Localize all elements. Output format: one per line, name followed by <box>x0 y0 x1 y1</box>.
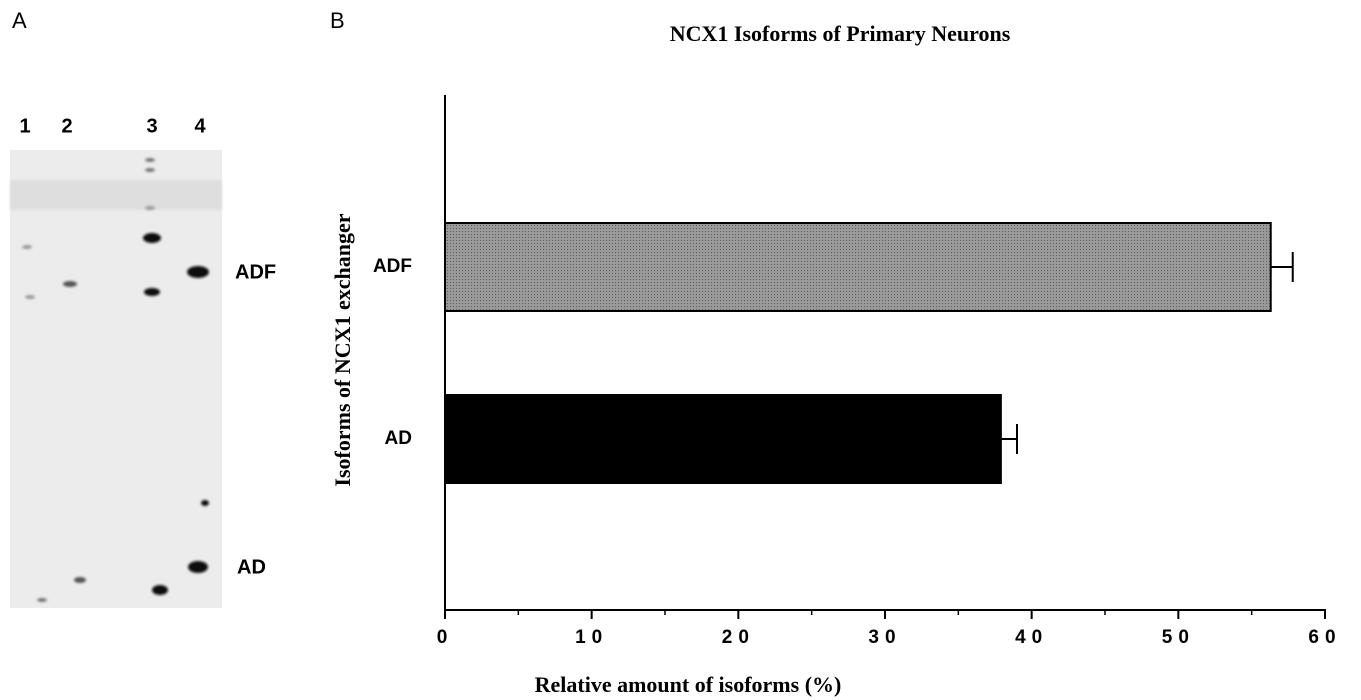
x-tick-label: 20 <box>722 627 755 648</box>
x-axis-title: Relative amount of isoforms (%) <box>535 672 842 697</box>
y-axis-title: Isoforms of NCX1 exchanger <box>330 213 355 486</box>
x-tick-label: 30 <box>868 627 901 648</box>
x-tick-label: 40 <box>1015 627 1048 648</box>
error-bar <box>1001 424 1017 454</box>
x-tick-label: 10 <box>575 627 608 648</box>
x-tick-label: 50 <box>1162 627 1195 648</box>
lane-label: 3 <box>146 115 157 137</box>
y-tick-label: ADF <box>373 256 412 277</box>
bar <box>445 223 1271 311</box>
panel-label: A <box>12 8 27 33</box>
lane-label: 4 <box>194 115 206 137</box>
figure: A 1 2 3 4 ADF AD B NCX1 Isoforms of Pri <box>0 0 1361 700</box>
lane-label: 1 <box>19 115 30 137</box>
lane-label: 2 <box>61 115 72 137</box>
y-tick-label: AD <box>385 428 412 449</box>
x-tick-label: 60 <box>1308 627 1341 648</box>
panel-label: B <box>330 8 345 33</box>
band-label: AD <box>237 556 266 578</box>
gel-image <box>10 150 222 608</box>
x-tick-label: 0 <box>437 627 454 648</box>
chart-title: NCX1 Isoforms of Primary Neurons <box>670 21 1011 46</box>
error-bar <box>1271 252 1293 282</box>
bar <box>445 395 1001 483</box>
band-label: ADF <box>235 261 276 283</box>
